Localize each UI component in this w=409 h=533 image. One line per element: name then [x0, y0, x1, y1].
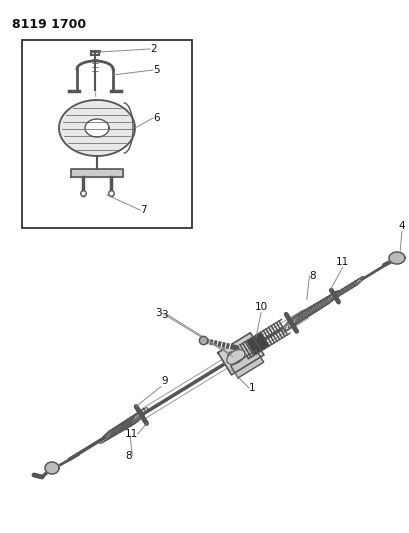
Polygon shape: [218, 333, 263, 375]
Polygon shape: [281, 314, 299, 332]
Polygon shape: [311, 298, 326, 313]
Polygon shape: [113, 419, 129, 435]
Polygon shape: [109, 423, 124, 438]
Text: 4: 4: [398, 221, 405, 231]
Polygon shape: [318, 294, 333, 309]
Bar: [22, 40, 191, 228]
Polygon shape: [127, 409, 145, 427]
Polygon shape: [294, 307, 311, 324]
Polygon shape: [247, 334, 267, 354]
Polygon shape: [45, 462, 59, 474]
Text: 8119 1700: 8119 1700: [12, 18, 86, 31]
Polygon shape: [343, 282, 353, 293]
Polygon shape: [337, 287, 346, 296]
Polygon shape: [99, 430, 113, 443]
Polygon shape: [350, 278, 360, 288]
Text: 10: 10: [254, 303, 267, 312]
Text: 6: 6: [153, 113, 159, 123]
Polygon shape: [111, 421, 126, 437]
Text: 11: 11: [335, 257, 348, 267]
Text: 1: 1: [248, 383, 255, 393]
Text: 8: 8: [125, 450, 132, 461]
Text: 9: 9: [161, 376, 167, 386]
Polygon shape: [59, 100, 135, 156]
Polygon shape: [226, 350, 244, 364]
Polygon shape: [230, 350, 263, 378]
Polygon shape: [353, 277, 363, 286]
Text: 5: 5: [153, 65, 159, 75]
Polygon shape: [304, 302, 320, 318]
Text: 7: 7: [139, 205, 146, 215]
Polygon shape: [125, 411, 142, 428]
Polygon shape: [340, 285, 350, 295]
Polygon shape: [85, 119, 109, 137]
Polygon shape: [288, 311, 305, 328]
Text: 3: 3: [155, 308, 162, 318]
Polygon shape: [106, 424, 121, 439]
Polygon shape: [324, 290, 339, 305]
Polygon shape: [101, 428, 116, 442]
Text: 2: 2: [150, 44, 156, 54]
Polygon shape: [104, 426, 119, 441]
Polygon shape: [301, 303, 317, 320]
Polygon shape: [118, 416, 134, 432]
Polygon shape: [346, 280, 356, 290]
Polygon shape: [315, 296, 330, 311]
Polygon shape: [333, 289, 343, 298]
Polygon shape: [308, 300, 324, 316]
Polygon shape: [321, 293, 336, 307]
Polygon shape: [116, 418, 132, 434]
Polygon shape: [388, 252, 404, 264]
Text: 3: 3: [161, 310, 168, 320]
Polygon shape: [130, 408, 147, 425]
Polygon shape: [330, 290, 340, 301]
Polygon shape: [120, 415, 137, 431]
Polygon shape: [291, 309, 308, 326]
Polygon shape: [298, 305, 314, 322]
Text: 8: 8: [309, 271, 315, 281]
Text: 11: 11: [124, 429, 137, 439]
Polygon shape: [123, 413, 139, 430]
Polygon shape: [71, 169, 123, 177]
Polygon shape: [284, 312, 302, 330]
